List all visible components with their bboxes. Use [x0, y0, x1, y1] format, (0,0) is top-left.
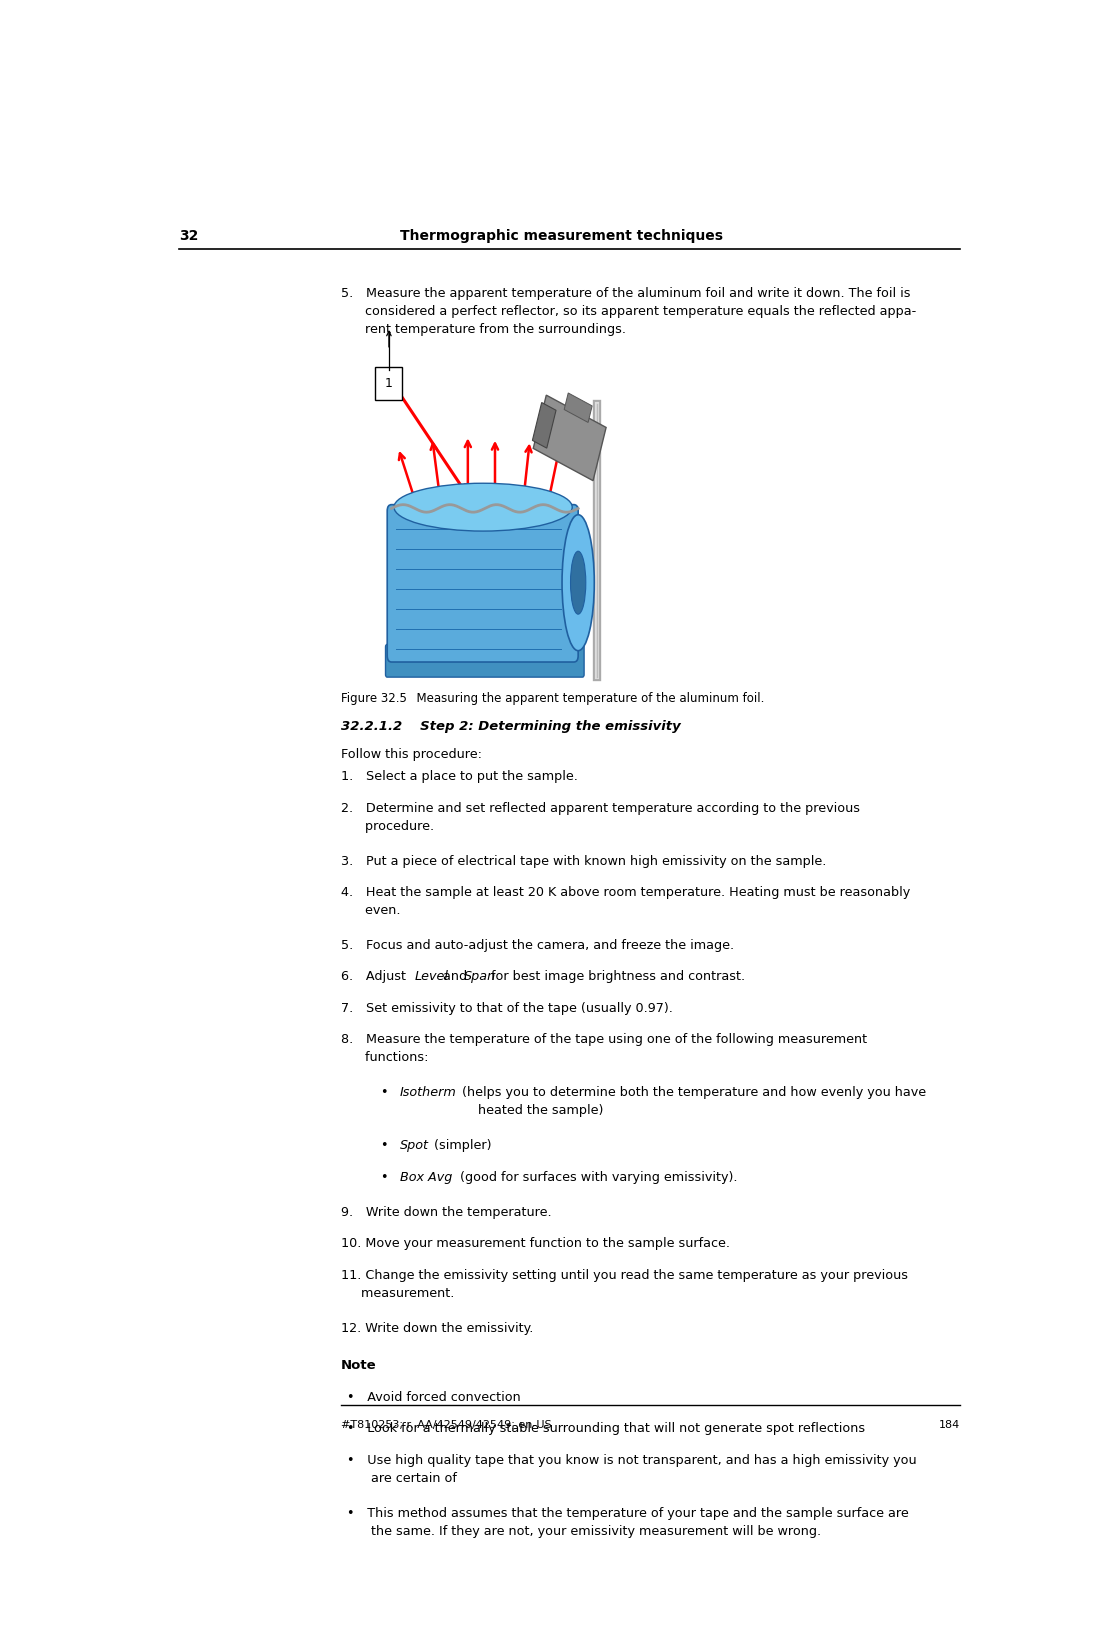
Text: (good for surfaces with varying emissivity).: (good for surfaces with varying emissivi… — [456, 1171, 737, 1184]
Text: Level: Level — [414, 971, 448, 984]
Text: Note: Note — [341, 1359, 377, 1372]
Text: • This method assumes that the temperature of your tape and the sample surface a: • This method assumes that the temperatu… — [347, 1507, 909, 1539]
Text: (simpler): (simpler) — [429, 1140, 492, 1153]
FancyBboxPatch shape — [388, 505, 578, 662]
Text: 10. Move your measurement function to the sample surface.: 10. Move your measurement function to th… — [341, 1238, 729, 1251]
Text: 1: 1 — [385, 378, 393, 391]
Text: 5. Focus and auto-adjust the camera, and freeze the image.: 5. Focus and auto-adjust the camera, and… — [341, 938, 734, 952]
Text: • Use high quality tape that you know is not transparent, and has a high emissiv: • Use high quality tape that you know is… — [347, 1454, 917, 1485]
Text: and: and — [439, 971, 471, 984]
Ellipse shape — [570, 551, 586, 615]
Text: 2. Determine and set reflected apparent temperature according to the previous
  : 2. Determine and set reflected apparent … — [341, 801, 860, 832]
Text: •: • — [381, 1171, 402, 1184]
Text: Follow this procedure:: Follow this procedure: — [341, 747, 482, 760]
Text: Figure 32.5  Measuring the apparent temperature of the aluminum foil.: Figure 32.5 Measuring the apparent tempe… — [341, 692, 764, 705]
Polygon shape — [533, 396, 607, 481]
Text: #T810253; r. AA/42549/42549; en-US: #T810253; r. AA/42549/42549; en-US — [341, 1419, 551, 1431]
Text: Box Avg: Box Avg — [400, 1171, 452, 1184]
Text: 5. Measure the apparent temperature of the aluminum foil and write it down. The : 5. Measure the apparent temperature of t… — [341, 286, 915, 335]
Text: • Avoid forced convection: • Avoid forced convection — [347, 1391, 521, 1404]
Text: 32.2.1.2  Step 2: Determining the emissivity: 32.2.1.2 Step 2: Determining the emissiv… — [341, 719, 680, 732]
Ellipse shape — [394, 484, 573, 531]
Text: Isotherm: Isotherm — [400, 1086, 457, 1099]
Text: 184: 184 — [938, 1419, 960, 1431]
Text: • Look for a thermally stable surrounding that will not generate spot reflection: • Look for a thermally stable surroundin… — [347, 1422, 865, 1436]
Text: •: • — [381, 1086, 402, 1099]
Text: 4. Heat the sample at least 20 K above room temperature. Heating must be reasona: 4. Heat the sample at least 20 K above r… — [341, 886, 910, 917]
Text: Thermographic measurement techniques: Thermographic measurement techniques — [400, 229, 723, 244]
Text: 32: 32 — [180, 229, 198, 244]
Polygon shape — [532, 402, 556, 448]
Text: 12. Write down the emissivity.: 12. Write down the emissivity. — [341, 1321, 533, 1334]
Text: 8. Measure the temperature of the tape using one of the following measurement
  : 8. Measure the temperature of the tape u… — [341, 1033, 866, 1064]
Text: (helps you to determine both the temperature and how evenly you have
     heated: (helps you to determine both the tempera… — [458, 1086, 925, 1117]
Polygon shape — [564, 392, 592, 422]
Text: Span: Span — [463, 971, 496, 984]
Text: •: • — [381, 1140, 402, 1153]
Text: for best image brightness and contrast.: for best image brightness and contrast. — [486, 971, 745, 984]
Text: 1. Select a place to put the sample.: 1. Select a place to put the sample. — [341, 770, 577, 783]
FancyBboxPatch shape — [385, 644, 584, 677]
Text: Spot: Spot — [400, 1140, 429, 1153]
Text: 9. Write down the temperature.: 9. Write down the temperature. — [341, 1207, 551, 1218]
FancyBboxPatch shape — [376, 368, 403, 401]
Ellipse shape — [562, 515, 595, 651]
Text: 6. Adjust: 6. Adjust — [341, 971, 410, 984]
Text: 7. Set emissivity to that of the tape (usually 0.97).: 7. Set emissivity to that of the tape (u… — [341, 1002, 672, 1015]
Text: 3. Put a piece of electrical tape with known high emissivity on the sample.: 3. Put a piece of electrical tape with k… — [341, 855, 826, 868]
Text: 11. Change the emissivity setting until you read the same temperature as your pr: 11. Change the emissivity setting until … — [341, 1269, 908, 1300]
